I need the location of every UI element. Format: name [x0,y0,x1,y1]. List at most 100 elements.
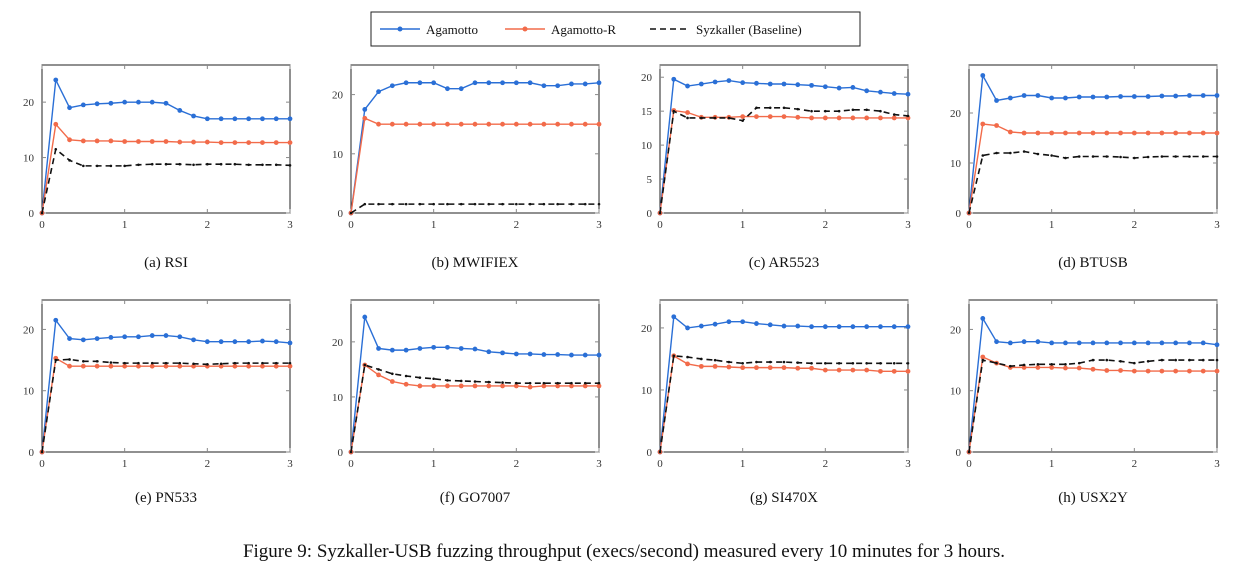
data-point-syzkaller-baseline [40,211,44,215]
data-point-agamotto-r [541,121,547,127]
data-point-syzkaller-baseline [363,363,367,367]
data-point-agamotto [1035,93,1041,98]
data-point-syzkaller-baseline [1188,155,1191,158]
data-point-agamotto [836,85,842,91]
series-line-syzkaller-baseline [659,106,909,214]
x-tick-label: 1 [431,458,437,470]
data-point-agamotto-r [177,363,183,369]
data-point-syzkaller-baseline [528,381,532,385]
data-point-agamotto-r [569,121,574,127]
data-point-agamotto [1173,340,1179,346]
data-point-syzkaller-baseline [755,360,758,364]
data-point-agamotto [287,340,293,346]
data-point-agamotto [891,324,897,330]
data-point-agamotto-r [712,363,718,369]
data-point-agamotto-r [472,383,478,389]
data-point-agamotto [1145,94,1151,99]
data-point-agamotto [67,105,72,111]
data-point-agamotto [136,99,141,105]
x-tick-label: 1 [740,458,746,470]
data-point-agamotto-r [1063,130,1068,136]
x-tick-label: 1 [122,458,128,470]
data-point-agamotto-r [273,363,279,369]
data-point-agamotto-r [864,115,870,121]
data-point-agamotto-r [136,363,141,369]
data-point-syzkaller-baseline [233,162,237,166]
data-point-syzkaller-baseline [501,381,504,384]
data-point-syzkaller-baseline [137,163,140,167]
x-tick-label: 3 [596,219,602,231]
data-point-syzkaller-baseline [1064,156,1067,160]
data-point-agamotto-r [1214,368,1220,374]
data-point-syzkaller-baseline [123,361,126,365]
data-point-syzkaller-baseline [837,109,841,113]
data-point-agamotto [486,349,492,355]
data-point-agamotto [204,339,210,345]
data-point-agamotto-r [582,383,588,389]
data-point-agamotto [980,73,986,78]
data-point-agamotto-r [726,364,732,370]
x-tick-label: 3 [905,458,911,470]
data-point-syzkaller-baseline [528,202,532,206]
data-point-agamotto-r [177,139,183,145]
data-point-syzkaller-baseline [727,360,731,364]
x-tick-label: 1 [740,219,746,231]
data-point-agamotto [389,83,395,89]
data-point-agamotto [80,102,86,108]
data-point-agamotto-r [67,363,72,369]
data-point-agamotto-r [1090,366,1096,372]
data-point-syzkaller-baseline [967,211,971,215]
data-point-agamotto-r [500,383,505,389]
data-point-agamotto-r [417,121,423,127]
data-point-agamotto [1021,93,1027,98]
data-point-agamotto-r [500,121,505,127]
data-point-agamotto-r [287,363,293,369]
data-point-syzkaller-baseline [206,363,209,366]
data-point-syzkaller-baseline [404,374,408,378]
data-point-agamotto-r [1173,368,1179,374]
x-tick-label: 1 [1049,219,1055,231]
data-point-agamotto-r [1131,368,1137,374]
data-point-agamotto [555,352,561,357]
data-point-agamotto-r [891,368,897,374]
data-point-agamotto [232,339,238,345]
data-point-agamotto-r [80,138,86,144]
y-tick-label: 20 [641,72,653,84]
data-point-syzkaller-baseline [597,381,601,385]
data-point-agamotto [1076,340,1082,346]
y-tick-label: 20 [950,324,962,336]
data-point-agamotto-r [389,121,395,127]
x-tick-label: 1 [431,219,437,231]
data-point-agamotto-r [417,383,423,389]
data-point-agamotto [781,81,787,87]
data-point-syzkaller-baseline [473,202,477,206]
data-point-agamotto-r [836,115,842,121]
x-tick-label: 2 [205,458,211,470]
data-point-agamotto [260,338,265,344]
data-point-syzkaller-baseline [658,211,662,215]
data-point-agamotto [191,113,196,119]
data-point-syzkaller-baseline [1022,363,1026,367]
data-point-agamotto-r [1159,368,1165,374]
data-point-agamotto [53,77,59,83]
legend-marker-agamotto-r [522,26,528,32]
data-point-syzkaller-baseline [432,202,435,206]
data-point-agamotto [136,334,141,340]
data-point-agamotto-r [1200,368,1206,374]
data-point-agamotto-r [376,372,381,378]
x-tick-label: 3 [287,458,293,470]
data-point-syzkaller-baseline [824,361,827,365]
data-point-syzkaller-baseline [810,109,813,113]
data-point-syzkaller-baseline [672,354,676,358]
data-point-syzkaller-baseline [404,202,408,206]
data-point-syzkaller-baseline [446,202,449,206]
data-point-syzkaller-baseline [501,202,504,206]
data-point-syzkaller-baseline [1036,152,1040,156]
y-tick-label: 15 [641,106,653,118]
data-point-syzkaller-baseline [95,359,99,363]
x-tick-label: 0 [657,219,663,231]
x-tick-label: 1 [1049,458,1055,470]
data-point-syzkaller-baseline [1133,361,1136,365]
data-point-syzkaller-baseline [1050,154,1053,157]
x-tick-label: 2 [1132,219,1138,231]
